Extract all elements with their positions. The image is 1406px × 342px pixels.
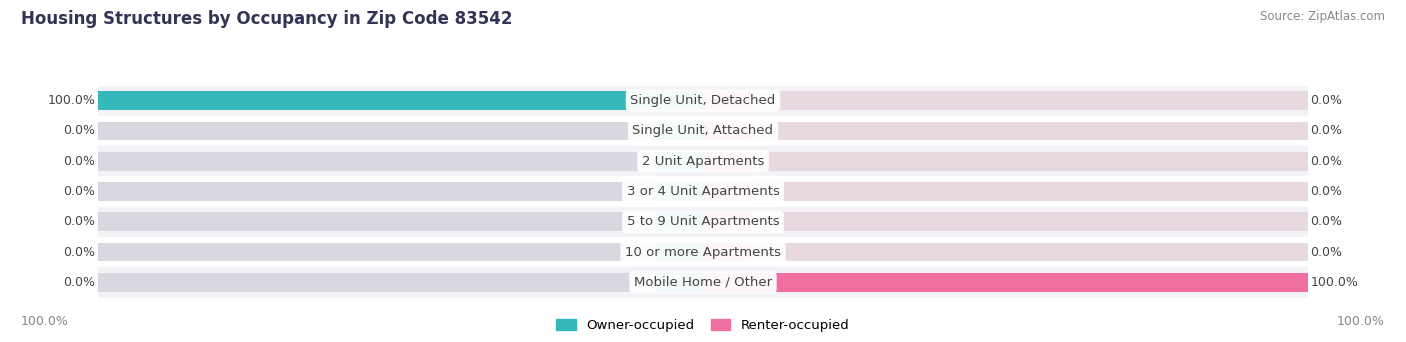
Bar [703, 91, 1308, 110]
Text: 10 or more Apartments: 10 or more Apartments [626, 246, 780, 259]
Bar [655, 121, 703, 140]
Legend: Owner-occupied, Renter-occupied: Owner-occupied, Renter-occupied [557, 319, 849, 332]
Text: Mobile Home / Other: Mobile Home / Other [634, 276, 772, 289]
Text: 100.0%: 100.0% [48, 94, 96, 107]
Bar [98, 146, 1308, 176]
Text: 100.0%: 100.0% [1337, 315, 1385, 328]
Text: 0.0%: 0.0% [1310, 185, 1343, 198]
Text: 5 to 9 Unit Apartments: 5 to 9 Unit Apartments [627, 215, 779, 228]
Text: 100.0%: 100.0% [21, 315, 69, 328]
Bar [98, 237, 1308, 267]
Text: 2 Unit Apartments: 2 Unit Apartments [641, 155, 765, 168]
Bar [98, 121, 703, 140]
Bar [703, 273, 1308, 292]
Bar [98, 207, 1308, 237]
Bar [655, 152, 703, 171]
Bar [98, 243, 703, 262]
Bar [703, 91, 751, 110]
Bar [703, 121, 751, 140]
Text: 0.0%: 0.0% [1310, 246, 1343, 259]
Bar [655, 243, 703, 262]
Bar [655, 212, 703, 231]
Text: 3 or 4 Unit Apartments: 3 or 4 Unit Apartments [627, 185, 779, 198]
Bar [703, 182, 1308, 201]
Text: 100.0%: 100.0% [1310, 276, 1358, 289]
Bar [98, 116, 1308, 146]
Bar [655, 273, 703, 292]
Text: 0.0%: 0.0% [1310, 124, 1343, 137]
Text: 0.0%: 0.0% [63, 246, 96, 259]
Text: 0.0%: 0.0% [63, 155, 96, 168]
Text: Single Unit, Detached: Single Unit, Detached [630, 94, 776, 107]
Bar [703, 121, 1308, 140]
Text: 0.0%: 0.0% [1310, 215, 1343, 228]
Bar [703, 212, 1308, 231]
Text: Source: ZipAtlas.com: Source: ZipAtlas.com [1260, 10, 1385, 23]
Bar [703, 182, 751, 201]
Text: 0.0%: 0.0% [63, 185, 96, 198]
Text: Housing Structures by Occupancy in Zip Code 83542: Housing Structures by Occupancy in Zip C… [21, 10, 513, 28]
Bar [703, 243, 751, 262]
Bar [98, 91, 703, 110]
Bar [703, 152, 1308, 171]
Text: 0.0%: 0.0% [1310, 94, 1343, 107]
Bar [98, 182, 703, 201]
Bar [703, 273, 1308, 292]
Text: 0.0%: 0.0% [1310, 155, 1343, 168]
Text: Single Unit, Attached: Single Unit, Attached [633, 124, 773, 137]
Bar [98, 212, 703, 231]
Bar [98, 91, 703, 110]
Text: 0.0%: 0.0% [63, 276, 96, 289]
Bar [98, 176, 1308, 207]
Bar [703, 212, 751, 231]
Bar [98, 267, 1308, 298]
Bar [703, 152, 751, 171]
Text: 0.0%: 0.0% [63, 215, 96, 228]
Text: 0.0%: 0.0% [63, 124, 96, 137]
Bar [655, 182, 703, 201]
Bar [703, 243, 1308, 262]
Bar [98, 273, 703, 292]
Bar [98, 86, 1308, 116]
Bar [98, 152, 703, 171]
